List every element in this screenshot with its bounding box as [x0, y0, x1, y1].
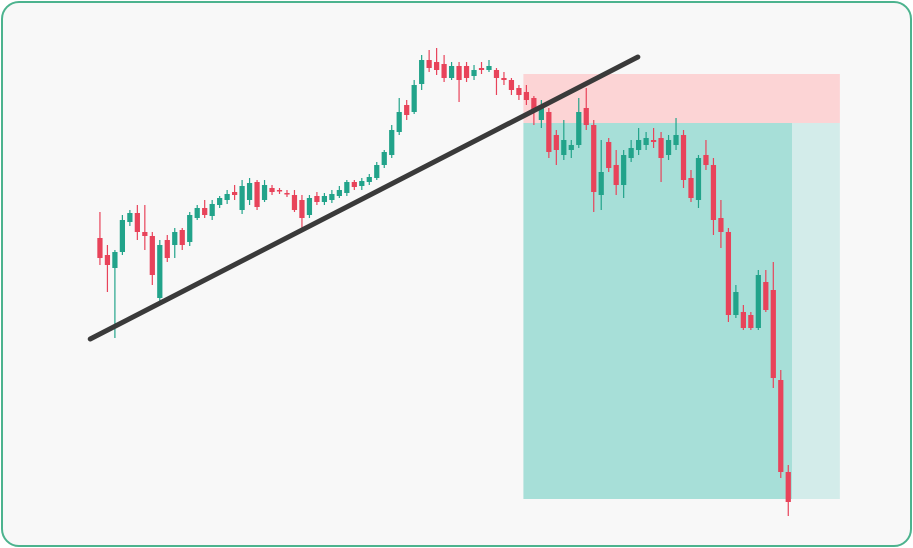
candle-body: [269, 188, 275, 192]
candle-body: [314, 196, 320, 202]
candle-body: [306, 198, 313, 215]
candle-body: [404, 105, 410, 115]
candle-body: [718, 218, 724, 232]
candle-body: [284, 193, 290, 195]
candle-body: [149, 236, 155, 275]
candle-body: [493, 70, 500, 78]
candle-body: [351, 182, 357, 187]
candle-body: [441, 64, 447, 78]
candle-body: [673, 135, 679, 145]
target-zone: [523, 123, 792, 499]
candle-body: [329, 194, 335, 200]
candle-body: [187, 215, 193, 242]
candle-body: [643, 138, 649, 145]
candle-body: [246, 183, 253, 200]
candle-body: [650, 140, 657, 142]
stop-zone: [523, 74, 840, 123]
candle-body: [703, 155, 709, 165]
candle-body: [209, 204, 215, 216]
candle-body: [613, 165, 619, 185]
candle-body: [112, 252, 118, 268]
candle-body: [606, 142, 612, 168]
candle-body: [179, 230, 185, 245]
candle-body: [538, 108, 544, 120]
candle-body: [261, 185, 268, 200]
candle-body: [164, 240, 170, 258]
candle-body: [733, 292, 739, 315]
candle-body: [546, 112, 552, 152]
candle-body: [591, 125, 597, 192]
candle-body: [463, 66, 470, 78]
candle-body: [224, 194, 230, 200]
candle-body: [366, 177, 372, 182]
candle-body: [778, 380, 784, 472]
candle-body: [336, 190, 342, 196]
candle-body: [359, 181, 365, 186]
candle-body: [411, 85, 417, 112]
candle-body: [763, 282, 769, 310]
candle-body: [710, 165, 717, 220]
candle-body: [374, 165, 380, 178]
candle-body: [202, 208, 208, 215]
candle-body: [665, 140, 672, 155]
candle-body: [119, 220, 126, 252]
candle-body: [471, 70, 477, 76]
candle-body: [748, 315, 754, 328]
candle-body: [553, 135, 559, 150]
candle-body: [157, 245, 163, 298]
candle-body: [389, 130, 395, 155]
candle-body: [299, 200, 305, 218]
candle-body: [419, 60, 425, 84]
candle-body: [568, 145, 574, 150]
candle-body: [254, 182, 260, 207]
candle-body: [172, 232, 178, 245]
candle-body: [217, 198, 223, 205]
candle-body: [231, 192, 238, 195]
candle-body: [426, 60, 432, 68]
candle-body: [291, 195, 298, 210]
trendline: [87, 54, 641, 342]
candle-body: [478, 68, 485, 70]
candle-body: [516, 88, 522, 95]
candle-body: [448, 66, 455, 78]
candle-body: [396, 112, 402, 132]
candle-body: [104, 255, 111, 265]
candle-body: [239, 186, 245, 210]
candle-body: [486, 66, 492, 70]
candle-body: [740, 312, 746, 328]
candle-body: [576, 112, 582, 145]
candle-body: [523, 92, 530, 100]
candle-body: [636, 140, 642, 150]
candle-body: [680, 135, 687, 180]
candle-body: [194, 208, 200, 218]
candle-body: [456, 66, 462, 80]
candle-body: [142, 232, 148, 236]
candle-body: [508, 80, 515, 90]
candle-body: [127, 213, 133, 222]
candle-body: [344, 182, 350, 193]
target-zone-fade: [791, 123, 840, 499]
candle-body: [725, 232, 732, 315]
candle-body: [531, 98, 537, 110]
candle-body: [785, 472, 791, 502]
candle-body: [561, 140, 567, 155]
candle-body: [97, 238, 103, 258]
candle-body: [598, 172, 604, 195]
candle-body: [381, 152, 387, 165]
candle-body: [583, 108, 589, 125]
candle-body: [695, 158, 702, 200]
candle-body: [434, 62, 440, 70]
candle-body: [501, 78, 507, 80]
candle-body: [628, 148, 634, 158]
candle-body: [134, 213, 140, 232]
candle-body: [755, 275, 761, 328]
candle-body: [621, 155, 627, 185]
candle-body: [688, 178, 694, 198]
candle-body: [658, 138, 664, 158]
candle-body: [276, 190, 283, 192]
candle-body: [770, 290, 776, 378]
candle-body: [321, 196, 328, 202]
